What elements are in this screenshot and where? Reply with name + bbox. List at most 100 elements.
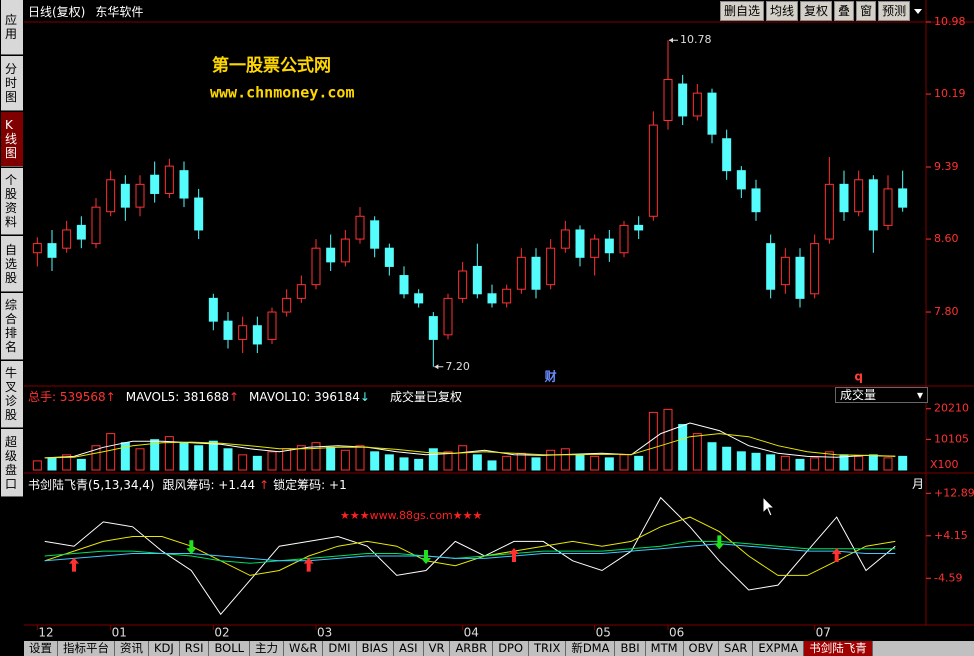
candle-body <box>414 293 424 304</box>
x-tick-label: 02 <box>214 626 229 640</box>
candle-body <box>399 275 409 295</box>
volume-bar <box>355 445 365 471</box>
toolbar-button[interactable]: 预测 <box>878 1 911 21</box>
volume-bar <box>722 446 732 471</box>
bottom-tab[interactable]: DMI <box>323 641 357 656</box>
sidebar-tab[interactable]: K线图 <box>1 112 23 167</box>
candle-body <box>590 238 600 258</box>
candle-body <box>795 256 805 299</box>
bottom-tab[interactable]: BIAS <box>357 641 395 656</box>
candle-body <box>898 188 908 208</box>
x-tick-label: 04 <box>464 626 479 640</box>
candle-body <box>546 247 556 286</box>
indicator-line <box>44 540 896 564</box>
volume-bar <box>296 445 306 471</box>
candle-body <box>502 288 512 304</box>
volume-bar <box>546 449 556 471</box>
candle-body <box>32 243 42 254</box>
bottom-tab[interactable]: EXPMA <box>753 641 805 656</box>
volume-bar <box>47 457 57 471</box>
toolbar-title: 日线(复权) 东华软件 <box>28 3 153 20</box>
volume-bar <box>91 445 101 471</box>
toolbar-button[interactable]: 删自选 <box>720 1 765 21</box>
volume-header: 总手: 539568↑ MAVOL5: 381688↑ MAVOL10: 39618… <box>28 388 462 405</box>
candle-body <box>252 325 262 345</box>
candle-body <box>516 256 526 290</box>
bottom-tab[interactable]: W&R <box>284 641 324 656</box>
sidebar-tab[interactable]: 自选股 <box>1 236 23 292</box>
bottom-tab[interactable]: BBI <box>615 641 646 656</box>
volume-bar <box>883 457 893 471</box>
bottom-tab[interactable]: 资讯 <box>115 641 149 656</box>
candle-body <box>648 124 658 217</box>
volume-bar <box>502 455 512 471</box>
volume-stat: 成交量已复权 <box>389 390 462 404</box>
candle-body <box>91 206 101 245</box>
volume-bar <box>824 451 834 471</box>
volume-bar <box>326 446 336 471</box>
extreme-label: 10.78 <box>680 33 712 46</box>
volume-bar <box>751 452 761 471</box>
selector-label: 成交量 <box>840 388 877 402</box>
bottom-tab[interactable]: TRIX <box>529 641 567 656</box>
bottom-tab[interactable]: ASI <box>394 641 424 656</box>
candle-body <box>604 238 614 254</box>
bottom-tab[interactable]: BOLL <box>209 641 251 656</box>
x-tick-label: 07 <box>816 626 831 640</box>
volume-bar <box>795 458 805 471</box>
bottom-tab[interactable]: 新DMA <box>566 641 616 656</box>
volume-bar <box>399 457 409 471</box>
candle-body <box>443 297 453 336</box>
indicator-line <box>44 543 896 562</box>
sidebar-tab[interactable]: 综合排名 <box>1 293 23 360</box>
candle-body <box>824 183 834 240</box>
bottom-tab[interactable]: 主力 <box>250 641 285 656</box>
sidebar-tab[interactable]: 个股资料 <box>1 168 23 235</box>
sidebar-tab[interactable]: 牛叉诊股 <box>1 361 23 428</box>
extreme-pointer <box>434 364 439 370</box>
volume-bar <box>311 442 321 471</box>
y-tick-label: +4.15 <box>934 529 968 542</box>
volume-bar <box>516 452 526 471</box>
candle-body <box>839 183 849 213</box>
volume-bar <box>135 448 145 471</box>
bottom-tab[interactable]: SAR <box>719 641 754 656</box>
sidebar-tab[interactable]: 应用 <box>1 0 23 55</box>
bottom-tab[interactable]: 书剑陆飞青 <box>804 641 873 656</box>
toolbar-button[interactable]: 复权 <box>800 1 833 21</box>
indicator-selector[interactable]: 月 <box>912 475 924 492</box>
bottom-tab[interactable]: ARBR <box>450 641 494 656</box>
toolbar-button[interactable]: 窗 <box>856 1 877 21</box>
x-tick-label: 01 <box>112 626 127 640</box>
volume-bar <box>604 457 614 471</box>
toolbar-button[interactable]: 叠 <box>834 1 855 21</box>
sell-arrow <box>186 540 197 555</box>
candle-body <box>179 170 189 199</box>
toolbar-button[interactable]: 均线 <box>766 1 799 21</box>
bottom-tab[interactable]: RSI <box>180 641 210 656</box>
menu-icon[interactable] <box>914 9 922 14</box>
volume-bar <box>854 455 864 471</box>
trend-arrow: ↑ <box>105 390 116 404</box>
bottom-tab[interactable]: OBV <box>684 641 719 656</box>
sidebar-tab[interactable]: 超级盘口 <box>1 429 23 497</box>
trend-arrow: ↓ <box>359 390 370 404</box>
candle-body <box>194 197 204 231</box>
volume-bar <box>76 458 86 471</box>
bottom-tab[interactable]: MTM <box>646 641 684 656</box>
candle-body <box>164 165 174 194</box>
volume-stat: MAVOL10: 396184 <box>249 390 360 404</box>
volume-bar <box>487 460 497 471</box>
volume-selector[interactable]: 成交量 ▾ <box>835 387 928 403</box>
candle-body <box>296 284 306 299</box>
watermark: ★★★www.88gs.com★★★ <box>340 509 482 522</box>
y-tick-label: 9.39 <box>934 160 959 173</box>
volume-bar <box>663 408 673 471</box>
bottom-tab[interactable]: VR <box>424 641 451 656</box>
bottom-tab[interactable]: DPO <box>493 641 530 656</box>
volume-bar <box>252 455 262 471</box>
sidebar-tab[interactable]: 分时图 <box>1 56 23 111</box>
bottom-tab[interactable]: 设置 <box>24 641 58 656</box>
bottom-tab[interactable]: 指标平台 <box>58 641 115 656</box>
bottom-tab[interactable]: KDJ <box>149 641 180 656</box>
